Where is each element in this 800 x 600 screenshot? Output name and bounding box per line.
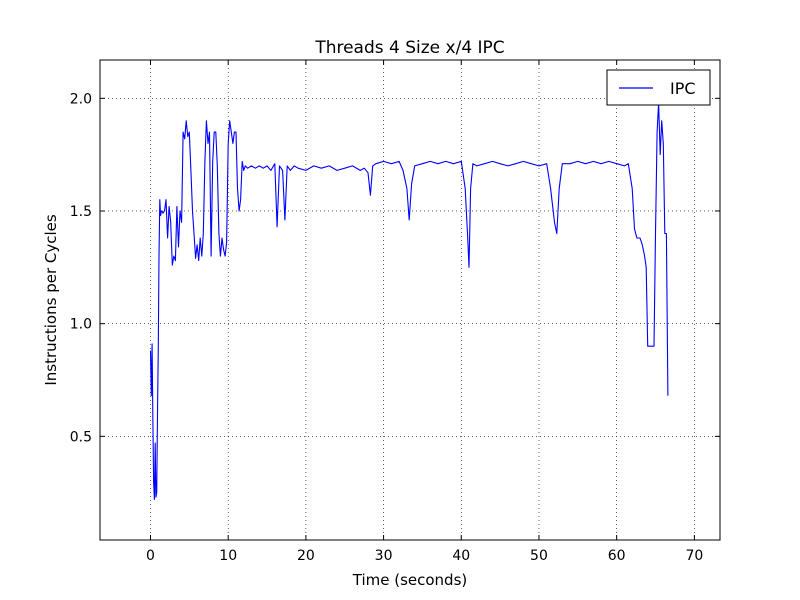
chart-title: Threads 4 Size x/4 IPC — [314, 38, 504, 58]
x-tick-label-7: 70 — [685, 548, 703, 564]
x-axis-label: Time (seconds) — [352, 571, 468, 589]
x-tick-label-1: 10 — [219, 548, 237, 564]
series-layer — [149, 102, 669, 500]
x-tick-label-2: 20 — [297, 548, 315, 564]
y-tick-label-2: 1.5 — [70, 204, 92, 220]
legend: IPC — [606, 69, 711, 106]
y-tick-label-0: 0.5 — [70, 429, 92, 445]
legend-label-ipc: IPC — [670, 79, 696, 98]
x-tick-label-4: 40 — [452, 548, 470, 564]
series-line-ipc — [149, 102, 669, 500]
x-tick-label-5: 50 — [530, 548, 548, 564]
x-tick-label-6: 60 — [608, 548, 626, 564]
axis-ticks: 0 10 20 30 40 50 60 70 0.5 1.0 1.5 2.0 — [70, 60, 720, 564]
y-tick-label-3: 2.0 — [70, 91, 92, 107]
x-tick-label-0: 0 — [146, 548, 155, 564]
plot-area-frame — [99, 59, 721, 541]
x-tick-label-3: 30 — [375, 548, 393, 564]
y-tick-label-1: 1.0 — [70, 317, 92, 333]
y-axis-label: Instructions per Cycles — [42, 214, 60, 386]
